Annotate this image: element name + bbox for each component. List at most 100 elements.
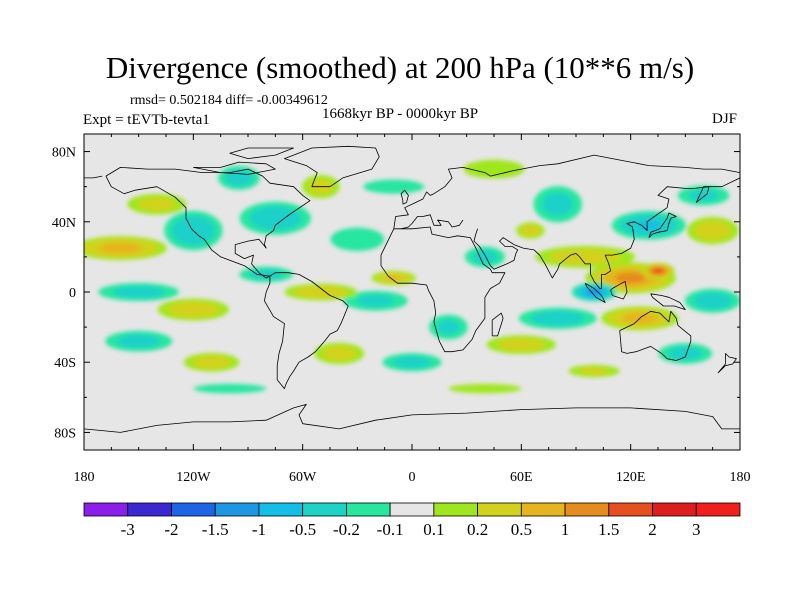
field-anomaly — [429, 314, 468, 340]
y-tick-label: 80N — [52, 146, 76, 161]
x-tick-label: 120W — [176, 470, 211, 485]
field-anomaly — [464, 246, 506, 268]
field-contour — [694, 220, 732, 241]
field-contour — [98, 242, 142, 254]
field-contour — [393, 356, 431, 369]
period-subtitle: 1668kyr BP - 0000kyr BP — [322, 106, 479, 122]
field-anomaly — [157, 298, 229, 321]
colorbar-label: 0.5 — [511, 520, 532, 539]
colorbar-box — [477, 502, 522, 517]
field-contour — [293, 285, 349, 299]
field-contour — [112, 286, 165, 298]
colorbar-box — [171, 502, 216, 517]
axes: 180 120W 60W 0 60E 120E 180 80N 40N 0 40S 80S — [52, 134, 751, 485]
field-anomaly — [533, 186, 582, 223]
field-contour — [330, 227, 385, 252]
colorbar-label: 3 — [692, 520, 701, 539]
field-contour — [652, 268, 664, 274]
colorbar-label: -2 — [164, 520, 178, 539]
colorbar: -3 -2 -1.5 -1 -0.5 -0.2 -0.1 0.1 0.2 0.5 1 1.5 2 3 — [83, 502, 741, 539]
field-anomaly — [84, 236, 167, 261]
coastline — [619, 310, 692, 361]
field-contour — [224, 169, 254, 187]
field-anomaly — [571, 282, 617, 302]
field-anomaly — [239, 266, 294, 283]
colorbar-box — [83, 502, 129, 517]
field-anomaly — [314, 342, 365, 365]
field-anomaly — [284, 283, 358, 301]
colorbar-label: -1.5 — [202, 520, 229, 539]
colorbar-box — [345, 502, 391, 517]
field-anomaly — [105, 330, 173, 352]
coastline — [400, 189, 409, 205]
field-contour — [579, 367, 610, 375]
y-tick-label: 0 — [69, 286, 76, 301]
field-anomaly — [448, 383, 522, 394]
field-contour — [471, 250, 498, 264]
field-contour — [437, 319, 460, 335]
field-contour — [688, 189, 719, 202]
colorbar-label: -0.5 — [289, 520, 316, 539]
colorbar-box — [433, 502, 479, 517]
colorbar-label: -0.1 — [377, 520, 404, 539]
colorbar-box — [520, 502, 566, 517]
coastline — [650, 293, 686, 310]
coastline — [84, 175, 103, 179]
colorbar-label: 0.2 — [467, 520, 488, 539]
field-contour — [542, 192, 574, 216]
coastline — [264, 272, 349, 389]
field-contour — [117, 334, 161, 348]
coastline — [193, 161, 276, 175]
field-anomaly — [518, 307, 597, 330]
field-contour — [463, 159, 525, 179]
coastline — [284, 145, 380, 188]
field-contour — [549, 248, 622, 265]
field-anomaly — [658, 343, 713, 364]
colorbar-box — [652, 502, 697, 517]
coastline — [491, 312, 504, 337]
colorbar-label: 0.1 — [423, 520, 444, 539]
field-anomaly — [516, 222, 545, 239]
field-contour — [448, 383, 522, 394]
coastlines — [84, 145, 740, 433]
coastline — [105, 167, 311, 279]
colorbar-box — [564, 502, 610, 517]
field-contour — [167, 301, 220, 318]
colorbar-box — [695, 502, 741, 517]
field-contour — [363, 179, 425, 194]
field-anomaly — [486, 335, 557, 355]
field-anomaly — [218, 165, 260, 190]
field-anomaly — [684, 288, 740, 313]
field-contour — [531, 310, 585, 326]
field-anomaly — [330, 227, 385, 252]
field-anomaly — [686, 216, 739, 245]
y-tick-label: 80S — [54, 426, 76, 441]
coastline — [84, 404, 740, 433]
coastline — [380, 226, 506, 353]
experiment-label: Expt = tEVTb-tevta1 — [83, 112, 210, 128]
field-anomaly — [193, 383, 267, 394]
colorbar-box — [389, 502, 435, 517]
x-tick-label: 120E — [616, 470, 646, 485]
field-anomaly — [183, 352, 240, 372]
colorbar-box — [608, 502, 653, 517]
x-tick-label: 180 — [74, 470, 95, 485]
field-anomaly — [343, 290, 408, 311]
x-tick-label: 60E — [510, 470, 533, 485]
colorbar-box — [127, 502, 172, 517]
field-anomaly — [127, 193, 187, 215]
y-tick-label: 40N — [52, 216, 76, 231]
stats-subtitle: rmsd= 0.502184 diff= -0.00349612 — [130, 93, 328, 108]
coastline — [473, 177, 740, 289]
coastline — [648, 212, 677, 238]
field-contour — [668, 346, 703, 361]
colorbar-label: -0.2 — [333, 520, 360, 539]
y-tick-label: 40S — [54, 356, 76, 371]
colorbar-box — [214, 502, 260, 517]
field-anomaly — [611, 210, 687, 240]
field-anomaly — [371, 270, 417, 286]
coastline — [610, 281, 628, 300]
field-contour — [248, 269, 284, 280]
season-label: DJF — [712, 111, 738, 127]
